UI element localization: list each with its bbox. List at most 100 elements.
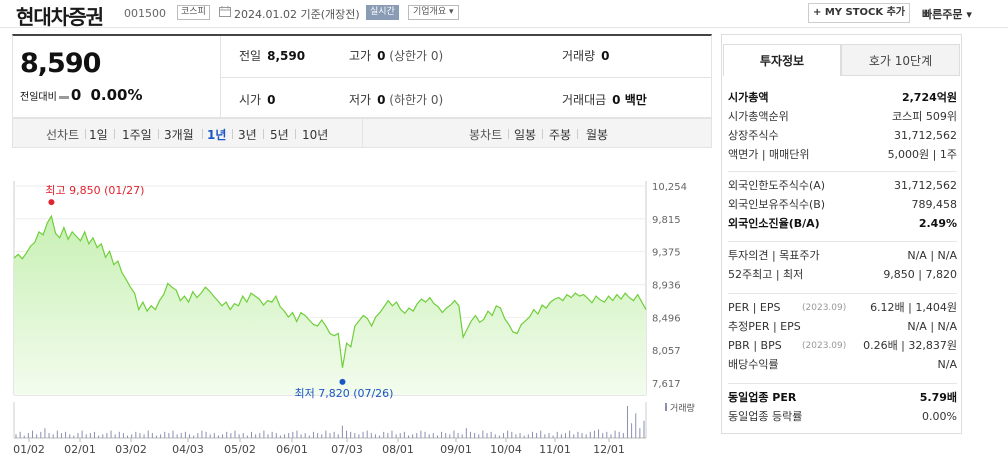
high-price: 고가 0 (상한가 0) xyxy=(349,47,443,64)
divider xyxy=(542,129,543,139)
candle-weekly[interactable]: 주봉 xyxy=(549,128,572,142)
divider xyxy=(728,171,957,172)
y-tick-label: 9,375 xyxy=(652,248,681,259)
invest-row-value: 2,724억원 xyxy=(901,91,957,104)
upper-limit: (상한가 0) xyxy=(389,49,444,63)
invest-row-value: 6.12배 | 1,404원 xyxy=(870,301,957,314)
divider xyxy=(220,77,712,78)
period-10y[interactable]: 10년 xyxy=(302,128,329,142)
invest-row-label: 시가총액순위 xyxy=(728,110,789,123)
low-value: 0 xyxy=(377,93,386,107)
x-tick-label: 03/02 xyxy=(115,443,147,456)
change-value: 0 xyxy=(70,86,82,104)
invest-row-label: 52주최고 | 최저 xyxy=(728,268,804,281)
line-chart-label: 선차트 xyxy=(46,128,80,142)
volume-label: 거래량 xyxy=(562,49,596,63)
invest-row-value: 코스피 509위 xyxy=(892,110,957,123)
stock-code: 001500 xyxy=(124,7,166,20)
x-tick-label: 10/04 xyxy=(490,443,522,456)
invest-row-label: 동일업종 PER xyxy=(728,391,797,404)
prev-close: 전일 8,590 xyxy=(239,47,305,64)
invest-row-label: 외국인소진율(B/A) xyxy=(728,217,820,230)
invest-row-value: 9,850 | 7,820 xyxy=(883,268,957,281)
invest-row-value: 5.79배 xyxy=(919,391,957,404)
tab-invest-info[interactable]: 투자정보 xyxy=(723,44,841,76)
low-label: 저가 xyxy=(349,93,372,107)
divider xyxy=(508,129,509,139)
invest-row-label: PER | EPS xyxy=(728,301,781,314)
tab-order-book[interactable]: 호가 10단계 xyxy=(841,44,960,76)
trade-amount-label: 거래대금 xyxy=(562,93,607,107)
invest-row-label: 상장주식수 xyxy=(728,129,779,142)
chevron-down-icon: ▾ xyxy=(966,8,972,21)
period-3y[interactable]: 3년 xyxy=(238,128,257,142)
invest-row: 추정PER | EPS N/A | N/A xyxy=(728,318,957,336)
period-1w[interactable]: 1주일 xyxy=(122,128,152,142)
company-name[interactable]: 현대차증권 xyxy=(16,5,104,29)
company-overview-button[interactable]: 기업개요 ▾ xyxy=(408,5,459,20)
quick-order-label: 빠른주문 xyxy=(922,8,963,21)
invest-row: 동일업종 등락률 0.00% xyxy=(728,408,957,426)
x-tick-label: 08/01 xyxy=(382,443,414,456)
invest-row: 외국인소진율(B/A) 2.49% xyxy=(728,215,957,233)
y-tick-label: 10,254 xyxy=(652,182,687,193)
min-marker xyxy=(339,378,346,385)
invest-row-value: 31,712,562 xyxy=(894,179,957,192)
y-tick-label: 8,936 xyxy=(652,280,681,291)
period-5y[interactable]: 5년 xyxy=(270,128,289,142)
invest-row: 투자의견 | 목표주가 N/A | N/A xyxy=(728,247,957,265)
divider xyxy=(728,241,957,242)
invest-row-sublabel: (2023.09) xyxy=(802,341,847,351)
price-line xyxy=(13,214,647,368)
invest-row-value: N/A | N/A xyxy=(907,320,957,333)
invest-row-value: N/A xyxy=(937,358,957,371)
invest-row-label: 시가총액 xyxy=(728,91,769,104)
invest-row: 외국인한도주식수(A) 31,712,562 xyxy=(728,177,957,195)
invest-row-label: PBR | BPS xyxy=(728,339,782,352)
add-my-stock-button[interactable]: + MY STOCK 추가 xyxy=(808,3,910,23)
invest-row-value: 0.00% xyxy=(922,410,957,423)
price-chart-svg: 10,254 9,815 9,375 8,936 8,496 8,057 7,617 최고 9… xyxy=(13,181,695,456)
invest-row: 상장주식수 31,712,562 xyxy=(728,127,957,145)
period-1d[interactable]: 1일 xyxy=(89,128,108,142)
divider xyxy=(202,129,203,139)
candle-daily[interactable]: 일봉 xyxy=(514,128,537,142)
price-area xyxy=(14,216,646,395)
change-label: 전일대비 xyxy=(20,92,57,103)
volume: 거래량 0 xyxy=(562,47,609,64)
invest-row-value: 0.26배 | 32,837원 xyxy=(863,339,957,352)
trade-amount-value: 0 백만 xyxy=(612,93,647,107)
divider xyxy=(158,129,159,139)
divider xyxy=(114,129,115,139)
high-value: 0 xyxy=(377,49,386,63)
quick-order-button[interactable]: 빠른주문 ▾ xyxy=(922,6,972,22)
flat-change-icon xyxy=(58,95,69,99)
invest-row-value: N/A | N/A xyxy=(907,249,957,262)
trade-amount: 거래대금 0 백만 xyxy=(562,91,647,108)
period-3m[interactable]: 3개월 xyxy=(164,128,194,142)
candle-monthly[interactable]: 월봉 xyxy=(586,128,609,142)
invest-row: 52주최고 | 최저 9,850 | 7,820 xyxy=(728,266,957,284)
invest-row: 액면가 | 매매단위 5,000원 | 1주 xyxy=(728,146,957,164)
change-percent: 0.00% xyxy=(90,86,143,104)
y-tick-label: 8,057 xyxy=(652,346,681,357)
divider xyxy=(263,129,264,139)
open-label: 시가 xyxy=(239,93,262,107)
price-chart[interactable]: 10,254 9,815 9,375 8,936 8,496 8,057 7,617 최고 9… xyxy=(0,150,712,467)
invest-row-label: 외국인한도주식수(A) xyxy=(728,179,826,192)
divider xyxy=(295,129,296,139)
divider xyxy=(728,383,957,384)
x-tick-label: 06/01 xyxy=(276,443,308,456)
x-tick-label: 09/01 xyxy=(440,443,472,456)
prev-close-value: 8,590 xyxy=(267,49,306,63)
chart-period-bar: 선차트 1일 1주일 3개월 1년 3년 5년 10년 봉차트 일봉 주봉 월봉 xyxy=(12,118,712,148)
candle-chart-label: 봉차트 xyxy=(469,128,503,142)
prev-close-label: 전일 xyxy=(239,49,262,63)
x-tick-label: 05/02 xyxy=(224,443,256,456)
period-1y[interactable]: 1년 xyxy=(207,128,227,142)
divider xyxy=(577,129,578,139)
realtime-button[interactable]: 실시간 xyxy=(366,5,399,20)
x-tick-label: 07/03 xyxy=(331,443,363,456)
invest-row: 배당수익률 N/A xyxy=(728,356,957,374)
y-tick-label: 9,815 xyxy=(652,215,681,226)
